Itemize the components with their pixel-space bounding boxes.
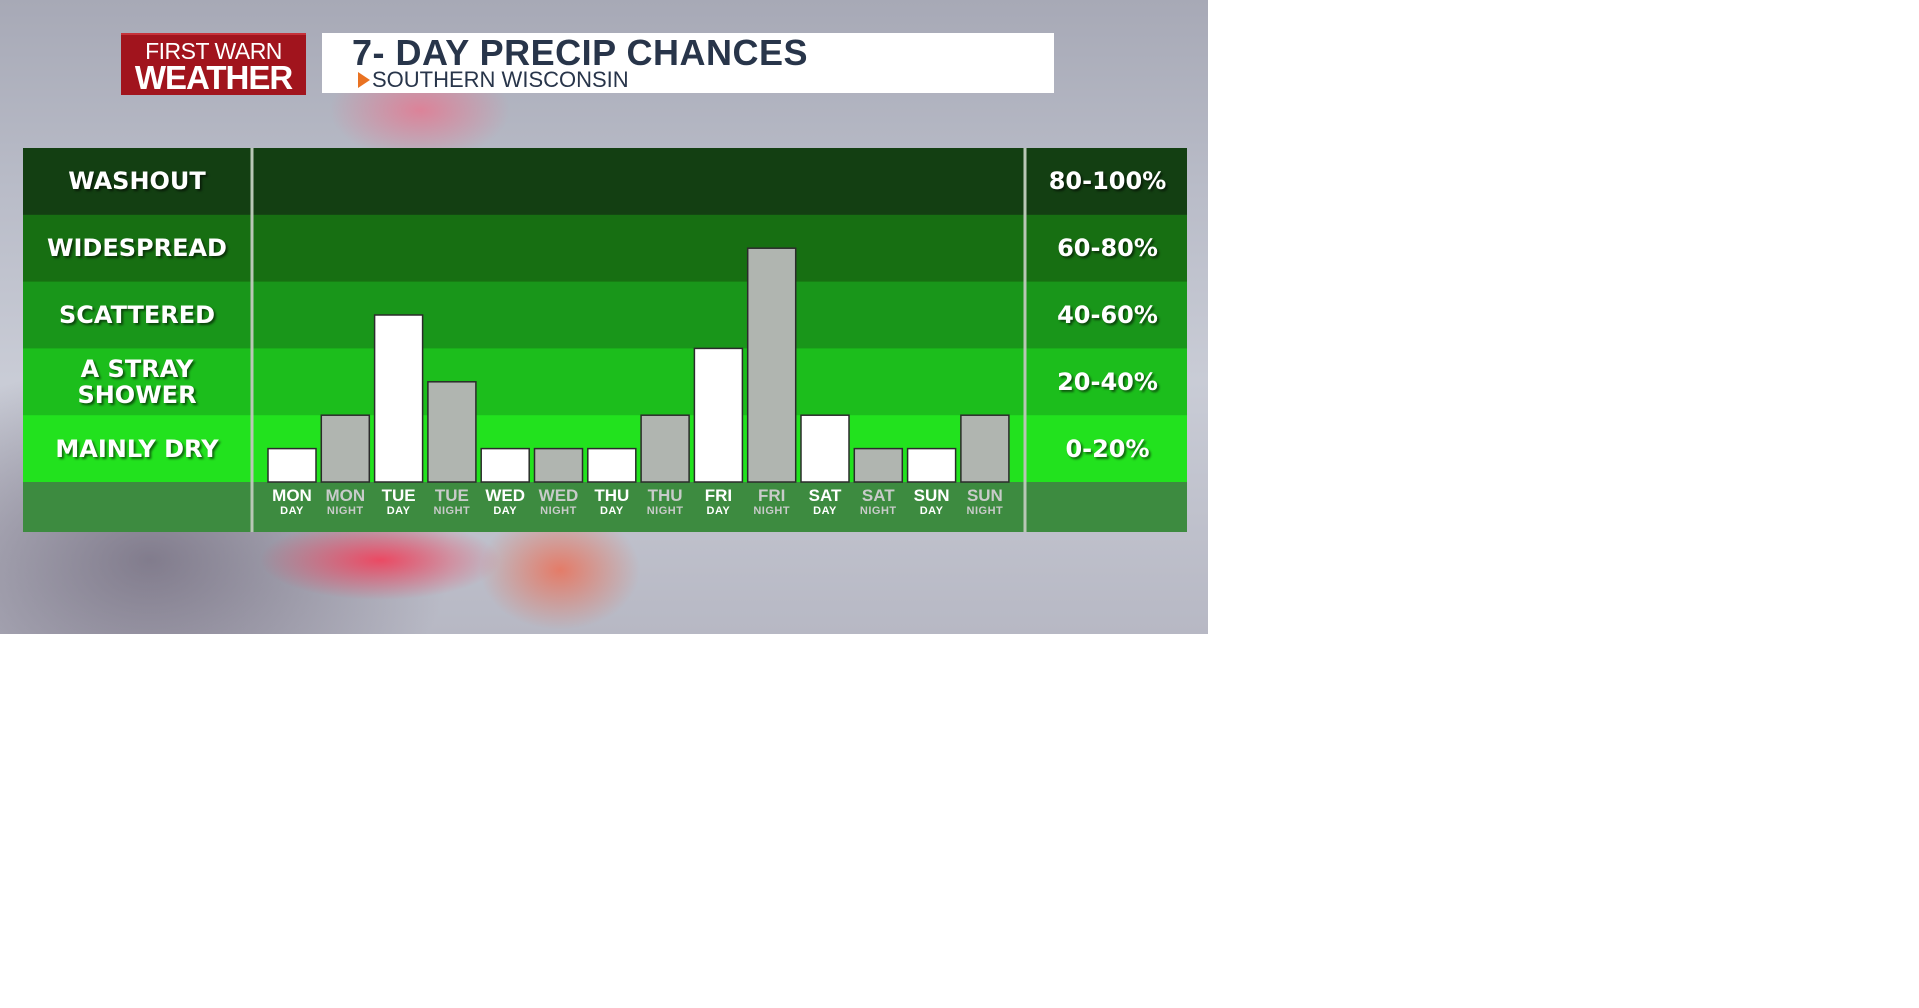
x-tick-bottom: DAY bbox=[706, 505, 731, 517]
x-tick-bottom: DAY bbox=[386, 505, 411, 517]
x-tick-top: FRI bbox=[704, 486, 733, 505]
band-range-mainly-dry: 0-20% bbox=[1065, 434, 1150, 463]
x-tick-top: MON bbox=[325, 486, 366, 505]
x-tick-sun-night: SUN NIGHT bbox=[955, 486, 1015, 518]
band-label-widespread: WIDESPREAD bbox=[47, 233, 227, 262]
background-photo: FIRST WARN WEATHER 7- DAY PRECIP CHANCES… bbox=[0, 0, 1208, 634]
bar-sat-night bbox=[853, 447, 904, 483]
x-tick-tue-night: TUE NIGHT bbox=[422, 486, 482, 518]
x-tick-bottom: NIGHT bbox=[540, 505, 577, 517]
x-tick-bottom: DAY bbox=[813, 505, 837, 517]
x-tick-sat-night: SAT NIGHT bbox=[848, 486, 908, 518]
band-widespread bbox=[23, 214, 1187, 283]
band-label-washout: WASHOUT bbox=[68, 167, 206, 195]
x-tick-bottom: NIGHT bbox=[326, 505, 364, 517]
bar-wed-night bbox=[533, 447, 584, 483]
x-tick-bottom: NIGHT bbox=[646, 505, 684, 517]
first-warn-weather-logo: FIRST WARN WEATHER bbox=[121, 33, 306, 95]
x-tick-top: THU bbox=[647, 486, 683, 505]
x-tick-bottom: NIGHT bbox=[859, 505, 897, 517]
bar-tue-day bbox=[373, 314, 424, 483]
x-tick-top: THU bbox=[594, 486, 630, 505]
x-tick-wed-night: WED NIGHT bbox=[529, 486, 589, 518]
x-tick-bottom: NIGHT bbox=[433, 505, 471, 517]
chart-title: 7- DAY PRECIP CHANCES bbox=[352, 32, 808, 73]
bar-sun-night bbox=[960, 414, 1010, 483]
x-axis-footer bbox=[23, 482, 1187, 532]
x-tick-fri-night: FRI NIGHT bbox=[742, 486, 802, 518]
bar-thu-day bbox=[587, 447, 637, 483]
x-tick-sat-day: SAT DAY bbox=[795, 486, 855, 518]
subtitle-row: SOUTHERN WISCONSIN bbox=[358, 69, 629, 91]
x-tick-thu-day: THU DAY bbox=[582, 486, 642, 518]
x-tick-thu-night: THU NIGHT bbox=[635, 486, 695, 518]
bar-thu-night bbox=[640, 414, 690, 483]
x-tick-bottom: DAY bbox=[599, 505, 624, 517]
x-tick-top: MON bbox=[272, 486, 312, 505]
x-tick-top: TUE bbox=[434, 486, 469, 505]
x-tick-tue-day: TUE DAY bbox=[369, 486, 429, 518]
triangle-arrow-icon bbox=[358, 72, 370, 88]
bar-wed-day bbox=[480, 447, 530, 483]
bar-mon-day bbox=[267, 447, 317, 483]
x-tick-top: FRI bbox=[757, 486, 786, 505]
x-tick-fri-day: FRI DAY bbox=[688, 486, 748, 518]
logo-line2: WEATHER bbox=[134, 59, 293, 96]
x-tick-top: WED bbox=[485, 486, 526, 505]
band-label-mainly-dry: MAINLY DRY bbox=[55, 434, 219, 463]
bar-sat-day bbox=[800, 414, 850, 483]
title-box: 7- DAY PRECIP CHANCES SOUTHERN WISCONSIN bbox=[322, 33, 1054, 93]
band-range-widespread: 60-80% bbox=[1057, 233, 1158, 262]
x-tick-top: SAT bbox=[808, 486, 842, 505]
x-tick-mon-night: MON NIGHT bbox=[315, 486, 375, 518]
band-range-washout: 80-100% bbox=[1048, 167, 1167, 195]
x-tick-top: TUE bbox=[381, 486, 416, 505]
bar-tue-night bbox=[427, 381, 477, 483]
band-label-scattered: SCATTERED bbox=[58, 300, 216, 329]
precip-chart bbox=[23, 148, 1187, 532]
chart-subtitle: SOUTHERN WISCONSIN bbox=[372, 67, 629, 92]
bar-mon-night bbox=[320, 414, 371, 483]
x-tick-top: SUN bbox=[966, 486, 1003, 505]
x-tick-top: SAT bbox=[861, 486, 895, 505]
x-tick-bottom: NIGHT bbox=[753, 505, 791, 517]
band-scattered bbox=[23, 281, 1187, 349]
band-washout bbox=[23, 148, 1187, 216]
logo-line1: FIRST WARN bbox=[145, 38, 282, 64]
x-tick-bottom: NIGHT bbox=[966, 505, 1004, 517]
x-tick-mon-day: MON DAY bbox=[262, 486, 322, 518]
band-range-scattered: 40-60% bbox=[1057, 300, 1158, 329]
x-tick-top: SUN bbox=[913, 486, 950, 505]
band-range-stray-shower: 20-40% bbox=[1057, 367, 1158, 396]
x-tick-wed-day: WED DAY bbox=[475, 486, 535, 518]
bar-fri-night bbox=[746, 247, 797, 483]
x-tick-bottom: DAY bbox=[493, 505, 518, 517]
bar-fri-day bbox=[693, 347, 744, 483]
x-tick-top: WED bbox=[538, 486, 579, 505]
bar-sun-day bbox=[906, 447, 957, 483]
x-tick-sun-day: SUN DAY bbox=[902, 486, 962, 518]
x-tick-bottom: DAY bbox=[280, 505, 304, 517]
x-tick-bottom: DAY bbox=[919, 505, 944, 517]
band-stray-shower bbox=[23, 348, 1187, 416]
band-label-stray-shower: A STRAY SHOWER bbox=[77, 354, 197, 409]
